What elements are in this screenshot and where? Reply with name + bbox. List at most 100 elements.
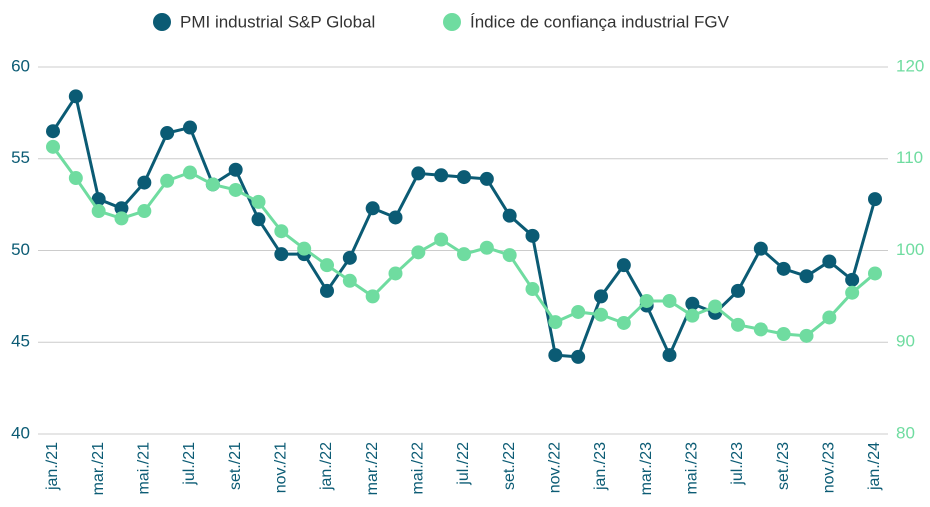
data-point [822, 310, 837, 325]
x-tick-label: set./22 [501, 442, 518, 490]
legend-marker [153, 13, 171, 31]
data-point [753, 322, 768, 337]
data-point [548, 348, 563, 363]
data-point [68, 171, 83, 186]
legend-label: PMI industrial S&P Global [180, 12, 375, 31]
x-tick-label: jan./23 [592, 442, 609, 491]
data-point [183, 120, 197, 135]
data-point [548, 315, 563, 330]
x-tick-label: nov./21 [273, 442, 290, 493]
data-point [46, 124, 60, 139]
data-point [708, 299, 723, 314]
x-tick-label: set./21 [227, 442, 244, 490]
x-tick-label: mai./21 [136, 442, 153, 495]
x-tick-label: jul./23 [729, 442, 746, 486]
data-point [160, 173, 175, 188]
y-tick-label: 45 [11, 332, 30, 351]
x-tick-label: mar./22 [364, 442, 381, 495]
data-point [868, 192, 882, 207]
data-point [731, 317, 745, 332]
data-point [685, 308, 700, 323]
data-point [137, 175, 152, 190]
data-point [251, 212, 266, 227]
data-point [662, 293, 677, 308]
data-point [685, 296, 700, 311]
y2-tick-label: 80 [896, 423, 915, 442]
data-point [594, 307, 608, 322]
data-point [114, 201, 129, 216]
data-point [845, 272, 860, 287]
data-point [411, 245, 426, 260]
data-point [342, 273, 357, 288]
x-tick-label: jan./24 [866, 442, 883, 491]
x-tick-label: mai./23 [684, 442, 701, 495]
x-tick-label: jan./21 [44, 442, 61, 491]
data-point [571, 304, 586, 319]
y2-tick-label: 120 [896, 56, 924, 75]
y2-tick-label: 100 [896, 240, 924, 259]
data-point [342, 250, 357, 265]
x-tick-label: nov./22 [547, 442, 564, 493]
data-point [114, 211, 129, 226]
data-point [365, 201, 380, 216]
data-point [91, 204, 106, 219]
data-point [502, 248, 517, 263]
data-point [776, 326, 791, 341]
data-point [274, 247, 289, 262]
data-point [46, 139, 60, 154]
y-tick-label: 60 [11, 56, 30, 75]
data-point [388, 210, 403, 225]
data-point [776, 261, 791, 276]
data-point [228, 162, 243, 177]
x-tick-label: jul./21 [181, 442, 198, 486]
data-point [525, 228, 540, 243]
data-point [753, 241, 768, 256]
data-point [251, 194, 266, 209]
data-point [320, 283, 334, 298]
data-point [845, 285, 860, 300]
data-point [274, 224, 289, 239]
data-point [731, 283, 745, 298]
legend-marker [443, 13, 461, 31]
data-point [799, 328, 814, 343]
data-point [183, 165, 197, 180]
data-point [68, 89, 83, 104]
data-point [388, 266, 403, 281]
data-point [91, 192, 106, 207]
x-tick-label: mar./23 [638, 442, 655, 495]
data-point [160, 126, 175, 141]
data-point [868, 266, 882, 281]
x-tick-label: mai./22 [410, 442, 427, 495]
data-point [639, 293, 654, 308]
data-point [616, 315, 631, 330]
y-tick-label: 50 [11, 240, 30, 259]
data-point [457, 170, 471, 185]
data-point [594, 289, 608, 304]
data-point [365, 289, 380, 304]
data-point [434, 232, 449, 247]
data-point [502, 208, 517, 223]
y2-tick-label: 110 [896, 148, 923, 167]
data-point [457, 247, 471, 262]
data-point [297, 241, 312, 256]
data-point [205, 177, 220, 192]
y-tick-label: 55 [11, 148, 30, 167]
data-point [320, 258, 334, 273]
legend-label: Índice de confiança industrial FGV [470, 12, 730, 31]
data-point [137, 204, 152, 219]
x-tick-label: set./23 [775, 442, 792, 490]
data-point [571, 349, 586, 364]
x-tick-label: jul./22 [455, 442, 472, 486]
y-tick-label: 40 [11, 423, 30, 442]
y2-tick-label: 90 [896, 332, 915, 351]
series-line [51, 92, 877, 359]
data-point [662, 348, 677, 363]
data-point [479, 240, 494, 255]
data-point [525, 282, 540, 297]
data-point [799, 269, 814, 284]
x-tick-label: nov./23 [821, 442, 838, 493]
data-point [616, 258, 631, 273]
data-point [228, 182, 243, 197]
data-point [822, 254, 837, 269]
